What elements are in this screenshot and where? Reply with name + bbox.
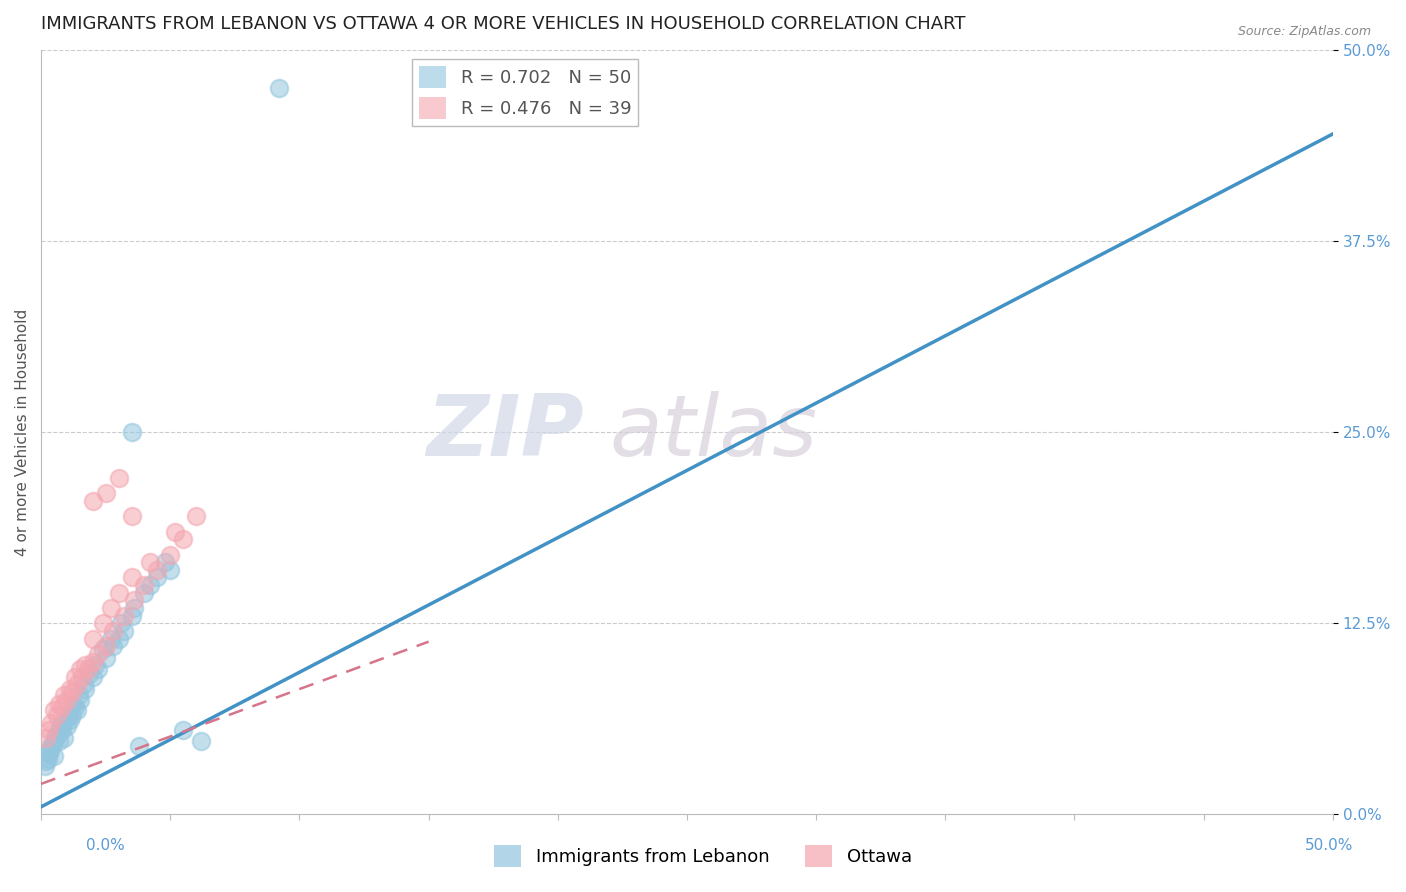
Point xyxy=(60,708,83,723)
Point xyxy=(67,688,90,702)
Point xyxy=(60,685,83,699)
Point xyxy=(73,682,96,697)
Point xyxy=(69,662,91,676)
Point xyxy=(121,509,143,524)
Point xyxy=(62,698,84,712)
Point xyxy=(138,555,160,569)
Point xyxy=(103,640,125,654)
Point xyxy=(165,524,187,539)
Point xyxy=(49,719,72,733)
Point xyxy=(69,693,91,707)
Point xyxy=(184,509,207,524)
Point xyxy=(77,666,100,681)
Point xyxy=(52,715,75,730)
Point xyxy=(107,632,129,646)
Point xyxy=(103,624,125,638)
Point xyxy=(121,425,143,439)
Text: Source: ZipAtlas.com: Source: ZipAtlas.com xyxy=(1237,25,1371,38)
Point xyxy=(42,749,65,764)
Point xyxy=(159,563,181,577)
Point xyxy=(45,708,67,723)
Point xyxy=(35,754,58,768)
Point xyxy=(46,726,69,740)
Point xyxy=(53,731,76,745)
Point xyxy=(82,655,104,669)
Point xyxy=(94,651,117,665)
Point xyxy=(35,731,58,745)
Point xyxy=(91,642,114,657)
Point xyxy=(121,570,143,584)
Point xyxy=(94,640,117,654)
Point xyxy=(58,682,80,697)
Point xyxy=(73,677,96,691)
Point xyxy=(128,739,150,753)
Text: ZIP: ZIP xyxy=(426,391,583,474)
Point xyxy=(91,616,114,631)
Point xyxy=(42,737,65,751)
Point xyxy=(82,670,104,684)
Point xyxy=(94,486,117,500)
Point xyxy=(76,662,98,676)
Point xyxy=(134,578,156,592)
Point xyxy=(107,585,129,599)
Point xyxy=(58,709,80,723)
Point xyxy=(110,616,132,631)
Point xyxy=(100,632,122,646)
Point xyxy=(159,548,181,562)
Point xyxy=(134,585,156,599)
Point xyxy=(172,532,194,546)
Point xyxy=(48,698,70,712)
Point xyxy=(72,670,94,684)
Text: IMMIGRANTS FROM LEBANON VS OTTAWA 4 OR MORE VEHICLES IN HOUSEHOLD CORRELATION CH: IMMIGRANTS FROM LEBANON VS OTTAWA 4 OR M… xyxy=(41,15,966,33)
Point xyxy=(87,647,110,661)
Point xyxy=(42,704,65,718)
Text: atlas: atlas xyxy=(609,391,817,474)
Point xyxy=(146,563,169,577)
Point xyxy=(41,715,63,730)
Point xyxy=(107,471,129,485)
Point xyxy=(73,657,96,672)
Point xyxy=(267,81,290,95)
Text: 0.0%: 0.0% xyxy=(86,838,125,853)
Point xyxy=(38,723,60,738)
Point xyxy=(84,657,107,672)
Point xyxy=(121,608,143,623)
Point xyxy=(56,719,79,733)
Point xyxy=(100,601,122,615)
Point xyxy=(63,670,86,684)
Point xyxy=(146,570,169,584)
Point xyxy=(41,739,63,753)
Point xyxy=(112,624,135,638)
Point xyxy=(63,700,86,714)
Point xyxy=(38,747,60,761)
Point xyxy=(44,731,66,745)
Point xyxy=(122,601,145,615)
Point xyxy=(66,704,89,718)
Point xyxy=(122,593,145,607)
Y-axis label: 4 or more Vehicles in Household: 4 or more Vehicles in Household xyxy=(15,309,30,556)
Point xyxy=(82,494,104,508)
Point xyxy=(172,723,194,738)
Legend: R = 0.702   N = 50, R = 0.476   N = 39: R = 0.702 N = 50, R = 0.476 N = 39 xyxy=(412,59,638,127)
Point xyxy=(87,662,110,676)
Point xyxy=(53,688,76,702)
Point xyxy=(112,608,135,623)
Point xyxy=(48,734,70,748)
Point xyxy=(56,693,79,707)
Point xyxy=(34,758,56,772)
Point xyxy=(138,578,160,592)
Point xyxy=(39,743,62,757)
Point xyxy=(153,555,176,569)
Legend: Immigrants from Lebanon, Ottawa: Immigrants from Lebanon, Ottawa xyxy=(486,838,920,874)
Point xyxy=(82,632,104,646)
Point xyxy=(51,700,73,714)
Point xyxy=(66,677,89,691)
Point xyxy=(51,723,73,738)
Point xyxy=(190,734,212,748)
Point xyxy=(37,752,59,766)
Text: 50.0%: 50.0% xyxy=(1305,838,1353,853)
Point xyxy=(45,728,67,742)
Point xyxy=(58,713,80,727)
